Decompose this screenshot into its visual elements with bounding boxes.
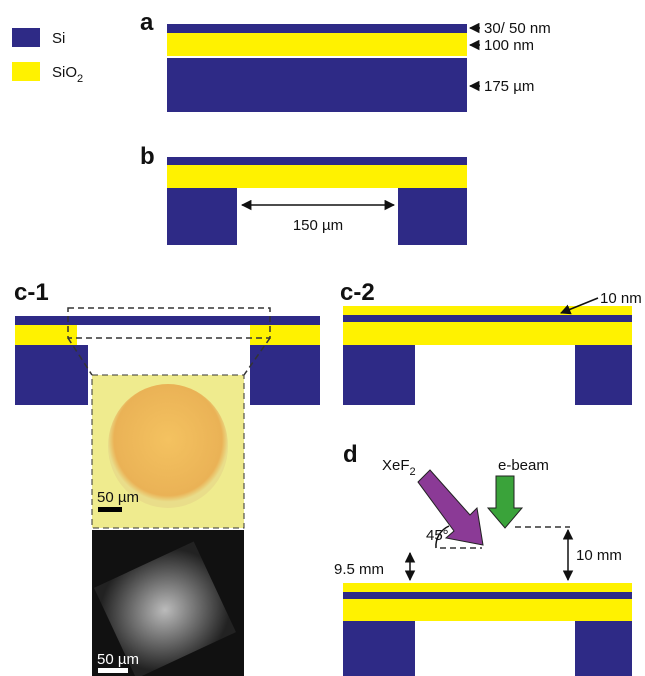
support [398, 188, 467, 245]
panel-label: c-1 [14, 279, 49, 306]
support [343, 621, 415, 676]
layer [343, 599, 632, 621]
gas-text: XeF [382, 457, 410, 474]
support [575, 345, 632, 405]
legend-si-swatch [12, 28, 40, 47]
legend-sio2-sub: 2 [77, 73, 83, 85]
layer [167, 24, 467, 33]
layer [250, 325, 320, 345]
layer [167, 157, 467, 165]
layer [343, 592, 632, 599]
gas-sub: 2 [410, 466, 416, 478]
panel-label: c-2 [340, 279, 375, 306]
support [167, 188, 237, 245]
layer [15, 316, 320, 325]
thickness: 175 µm [484, 78, 534, 95]
beam-label: e-beam [498, 457, 549, 474]
thickness: 10 nm [600, 290, 642, 307]
layer [343, 315, 632, 322]
panel-label: a [140, 9, 154, 36]
layer [167, 58, 467, 112]
layer [343, 583, 632, 592]
layer [167, 33, 467, 56]
layer [167, 165, 467, 188]
beam-arrow [488, 476, 522, 528]
legend-si: Si [52, 30, 65, 47]
layer [343, 306, 632, 315]
thickness: 30/ 50 nm [484, 20, 551, 37]
support [250, 345, 320, 405]
scale-bar [98, 668, 128, 673]
scale-label: 50 µm [97, 651, 139, 668]
scale-bar [98, 507, 122, 512]
legend-sio2-swatch [12, 62, 40, 81]
gas-label: XeF2 [382, 457, 416, 478]
distance-label: 9.5 mm [334, 561, 384, 578]
distance-label: 10 mm [576, 547, 622, 564]
layer [343, 322, 632, 345]
panel-label: b [140, 143, 155, 170]
thickness: 100 nm [484, 37, 534, 54]
support [343, 345, 415, 405]
panel-label: d [343, 441, 358, 468]
scale-label: 50 µm [97, 489, 139, 506]
figure: Si SiO2 a 30/ 50 nm 100 nm 175 µm b 150 … [0, 0, 645, 676]
support [15, 345, 88, 405]
gap-label: 150 µm [293, 217, 343, 234]
legend-sio2: SiO2 [52, 64, 83, 85]
angle-label: 45° [426, 527, 449, 544]
support [575, 621, 632, 676]
legend-sio2-text: SiO [52, 64, 77, 81]
